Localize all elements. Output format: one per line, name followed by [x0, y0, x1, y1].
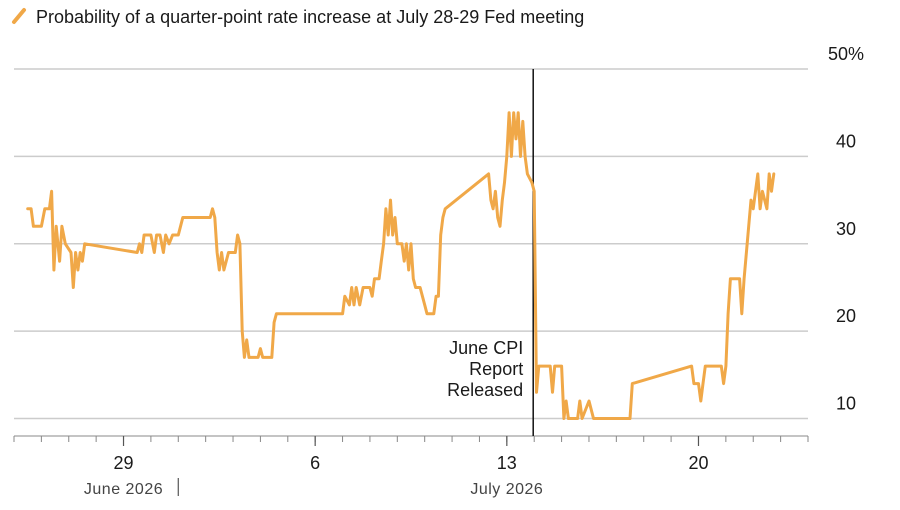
y-tick-label-30: 30 [836, 219, 856, 239]
legend-label: Probability of a quarter-point rate incr… [36, 7, 584, 27]
series-line-0 [26, 111, 776, 420]
x-tick-label-20: 20 [688, 453, 708, 473]
x-tick-label-13: 13 [497, 453, 517, 473]
y-tick-label-40: 40 [836, 131, 856, 151]
y-axis: 10 20 30 40 50% [828, 44, 864, 414]
y-tick-label-50: 50% [828, 44, 864, 64]
legend-swatch [12, 8, 26, 24]
event-label-line: Released [447, 380, 523, 400]
legend: Probability of a quarter-point rate incr… [12, 7, 584, 27]
month-label: June 2026 [84, 481, 163, 498]
event-label-line: Report [469, 359, 523, 379]
month-label: July 2026 [470, 481, 543, 498]
event-label-line: June CPI [449, 338, 523, 358]
x-axis: 29 6 13 20 June 2026 July 2026 [13, 435, 809, 498]
series-layer [26, 111, 776, 420]
y-tick-label-10: 10 [836, 394, 856, 414]
x-tick-label-6: 6 [310, 453, 320, 473]
y-tick-label-20: 20 [836, 306, 856, 326]
x-tick-label-29: 29 [114, 453, 134, 473]
